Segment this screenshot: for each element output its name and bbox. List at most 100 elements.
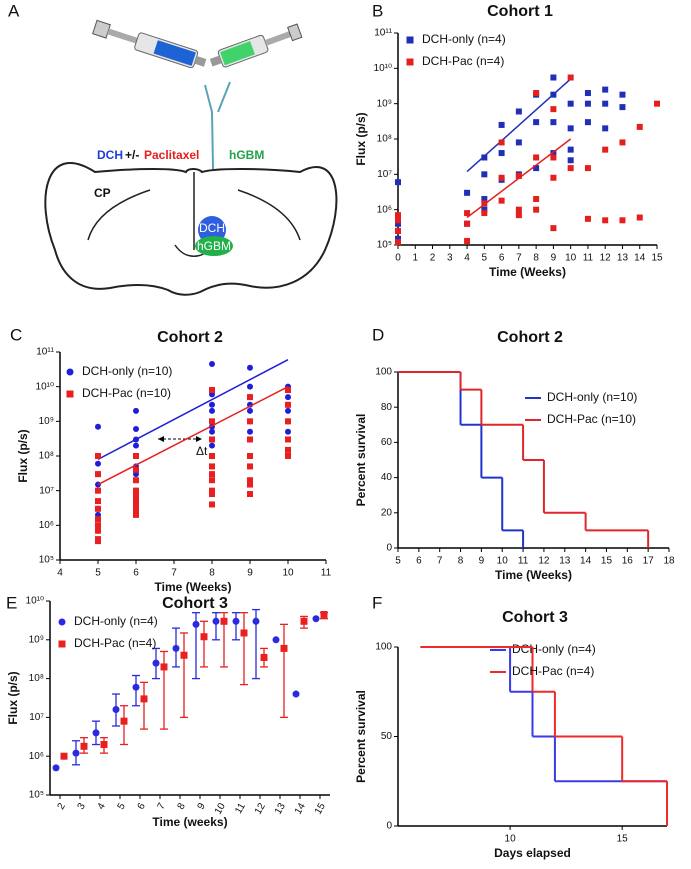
point [292, 690, 300, 698]
point [72, 749, 80, 757]
x-tick-label: 4 [96, 801, 109, 812]
y-axis-label: Percent survival [354, 690, 368, 783]
y-tick-label: 80 [381, 402, 393, 413]
x-tick-label: 8 [209, 568, 215, 579]
point [95, 453, 101, 459]
label-paclitaxel: Paclitaxel [144, 148, 199, 162]
point [533, 165, 540, 172]
point [192, 620, 200, 628]
point [550, 150, 557, 157]
point [252, 617, 260, 625]
point [133, 511, 139, 518]
point [209, 436, 215, 443]
point [515, 172, 522, 179]
point [464, 237, 471, 244]
point [584, 100, 591, 107]
point [636, 214, 643, 221]
point [209, 428, 215, 435]
point [133, 477, 139, 484]
point [209, 491, 215, 498]
label-hgbm: hGBM [229, 148, 264, 162]
y-tick-label: 10⁷ [377, 169, 392, 180]
point [133, 508, 139, 515]
label-plus-minus: +/- [125, 148, 139, 162]
x-tick-label: 10 [565, 253, 577, 264]
point [567, 125, 574, 132]
legend-label: DCH-only (n=4) [512, 642, 596, 656]
point [498, 197, 505, 204]
point [584, 215, 591, 222]
point [247, 383, 253, 390]
legend-swatch [406, 58, 414, 66]
point [550, 119, 557, 126]
trend-line [466, 138, 572, 219]
x-tick-label: 5 [116, 801, 129, 812]
y-tick-label: 10⁷ [29, 712, 44, 723]
x-tick-label: 7 [437, 556, 443, 567]
point [209, 387, 215, 394]
point [602, 125, 609, 132]
legend-swatch [58, 640, 66, 648]
brain-outline [44, 162, 338, 296]
x-tick-label: 5 [482, 253, 488, 264]
y-tick-label: 10¹¹ [36, 347, 54, 358]
point [533, 154, 540, 161]
point [209, 471, 215, 478]
point [395, 239, 401, 246]
x-tick-label: 2 [56, 801, 69, 812]
point [464, 210, 471, 217]
point [550, 74, 557, 81]
point [133, 407, 139, 414]
point [584, 90, 591, 97]
y-tick-label: 20 [381, 507, 393, 518]
point [395, 212, 401, 219]
x-tick-label: 8 [458, 556, 464, 567]
x-tick-label: 11 [233, 801, 248, 816]
point [567, 165, 574, 172]
point [95, 527, 101, 534]
point [584, 165, 591, 172]
point [247, 418, 253, 425]
point [152, 659, 160, 667]
point [515, 212, 522, 219]
x-tick-label: 9 [196, 801, 209, 812]
point [498, 174, 505, 181]
point [95, 423, 101, 430]
legend-swatch [66, 390, 74, 398]
point [285, 436, 291, 443]
point [212, 617, 220, 625]
legend-label: DCH-only (n=10) [547, 390, 637, 404]
x-axis-label: Time (Weeks) [495, 568, 572, 582]
point [515, 206, 522, 213]
trend-line [97, 386, 289, 486]
x-tick-label: 7 [516, 253, 522, 264]
point [464, 189, 471, 196]
point [481, 200, 488, 207]
point [247, 394, 253, 401]
trend-line [97, 359, 289, 461]
point [52, 764, 60, 772]
x-tick-label: 4 [464, 253, 470, 264]
plunger [287, 23, 303, 42]
point [550, 106, 557, 113]
x-tick-label: 18 [663, 556, 675, 567]
point [515, 108, 522, 115]
y-tick-label: 10⁷ [39, 485, 54, 496]
y-axis-label: Percent survival [354, 414, 368, 507]
point [395, 227, 401, 234]
panel-letter: C [10, 325, 22, 344]
legend-swatch [406, 36, 414, 44]
x-tick-label: 15 [313, 801, 328, 817]
point [209, 442, 215, 449]
point [247, 453, 253, 459]
point [133, 442, 139, 449]
legend-label: DCH-Pac (n=4) [422, 54, 504, 68]
point [481, 210, 488, 217]
x-tick-label: 13 [273, 801, 288, 817]
y-tick-label: 100 [375, 642, 392, 653]
x-tick-label: 15 [601, 556, 613, 567]
point [132, 683, 140, 691]
point [619, 91, 626, 98]
point [95, 498, 101, 505]
y-tick-label: 10⁶ [377, 204, 392, 215]
